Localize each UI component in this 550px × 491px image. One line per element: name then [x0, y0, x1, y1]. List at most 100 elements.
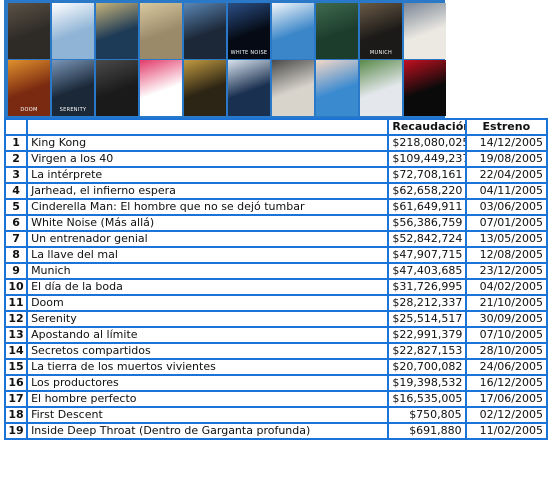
rank-cell: 4: [6, 184, 27, 198]
poster-title-text: DOOM: [20, 107, 38, 113]
table-row: 5 Cinderella Man: El hombre que no se dej…: [6, 200, 546, 214]
movie-poster: [96, 60, 138, 116]
rank-cell: 13: [6, 328, 27, 342]
title-cell: Cinderella Man: El hombre que no se dejó…: [28, 200, 388, 214]
movie-poster: MUNICH: [360, 3, 402, 59]
rank-cell: 19: [6, 424, 27, 438]
release-cell: 14/12/2005: [466, 136, 546, 150]
rank-cell: 5: [6, 200, 27, 214]
gross-cell: $22,991,379: [389, 328, 465, 342]
release-cell: 22/04/2005: [466, 168, 546, 182]
title-cell: Un entrenador genial: [28, 232, 388, 246]
movie-poster: SERENITY: [52, 60, 94, 116]
table-row: 4 Jarhead, el infierno espera $62,658,220 0…: [6, 184, 546, 198]
rank-cell: 16: [6, 376, 27, 390]
title-cell: El hombre perfecto: [28, 392, 388, 406]
movie-poster: [140, 60, 182, 116]
poster-title-text: SERENITY: [59, 107, 87, 113]
release-cell: 03/06/2005: [466, 200, 546, 214]
movie-poster: [316, 60, 358, 116]
rank-cell: 2: [6, 152, 27, 166]
rank-cell: 14: [6, 344, 27, 358]
gross-cell: $61,649,911: [389, 200, 465, 214]
rank-cell: 18: [6, 408, 27, 422]
release-cell: 28/10/2005: [466, 344, 546, 358]
movie-poster: [140, 3, 182, 59]
movie-poster: [404, 60, 446, 116]
title-cell: Secretos compartidos: [28, 344, 388, 358]
rank-cell: 1: [6, 136, 27, 150]
title-cell: La intérprete: [28, 168, 388, 182]
movie-poster: [52, 3, 94, 59]
title-cell: White Noise (Más allá): [28, 216, 388, 230]
rank-cell: 7: [6, 232, 27, 246]
title-cell: Munich: [28, 264, 388, 278]
title-cell: Jarhead, el infierno espera: [28, 184, 388, 198]
title-cell: Doom: [28, 296, 388, 310]
title-cell: Inside Deep Throat (Dentro de Garganta p…: [28, 424, 388, 438]
release-cell: 07/10/2005: [466, 328, 546, 342]
title-cell: Virgen a los 40: [28, 152, 388, 166]
poster-title-text: MUNICH: [369, 50, 393, 56]
table-row: 7 Un entrenador genial $52,842,724 13/05/20…: [6, 232, 546, 246]
table-row: 3 La intérprete $72,708,161 22/04/2005: [6, 168, 546, 182]
header-release: Estreno: [466, 120, 546, 134]
movie-poster: [360, 60, 402, 116]
rank-cell: 6: [6, 216, 27, 230]
title-cell: La llave del mal: [28, 248, 388, 262]
header-rank: [6, 120, 27, 134]
table-row: 6 White Noise (Más allá) $56,386,759 07/01/…: [6, 216, 546, 230]
movie-poster: [404, 3, 446, 59]
rank-cell: 9: [6, 264, 27, 278]
table-row: 8 La llave del mal $47,907,715 12/08/2005: [6, 248, 546, 262]
rank-cell: 10: [6, 280, 27, 294]
movie-poster: DOOM: [8, 60, 50, 116]
table-row: 18 First Descent $750,805 02/12/2005: [6, 408, 546, 422]
table-row: 1 King Kong $218,080,025 14/12/2005: [6, 136, 546, 150]
release-cell: 16/12/2005: [466, 376, 546, 390]
gross-cell: $52,842,724: [389, 232, 465, 246]
rank-cell: 12: [6, 312, 27, 326]
movie-poster: [184, 3, 226, 59]
title-cell: First Descent: [28, 408, 388, 422]
release-cell: 07/01/2005: [466, 216, 546, 230]
table-row: 11 Doom $28,212,337 21/10/2005: [6, 296, 546, 310]
gross-cell: $750,805: [389, 408, 465, 422]
release-cell: 02/12/2005: [466, 408, 546, 422]
table-row: 16 Los productores $19,398,532 16/12/2005: [6, 376, 546, 390]
table-row: 12 Serenity $25,514,517 30/09/2005: [6, 312, 546, 326]
movie-poster: [96, 3, 138, 59]
release-cell: 24/06/2005: [466, 360, 546, 374]
rank-cell: 15: [6, 360, 27, 374]
release-cell: 13/05/2005: [466, 232, 546, 246]
rank-cell: 8: [6, 248, 27, 262]
poster-collage: WHITE NOISE MUNICH DOOM SERENITY: [4, 0, 446, 118]
rank-cell: 3: [6, 168, 27, 182]
gross-cell: $19,398,532: [389, 376, 465, 390]
table-row: 10 El día de la boda $31,726,995 04/02/2005: [6, 280, 546, 294]
movie-poster: WHITE NOISE: [228, 3, 270, 59]
rank-cell: 11: [6, 296, 27, 310]
table-row: 19 Inside Deep Throat (Dentro de Garganta…: [6, 424, 546, 438]
release-cell: 12/08/2005: [466, 248, 546, 262]
box-office-table: Recaudación Estreno 1 King Kong $218,080,0…: [4, 118, 548, 440]
release-cell: 04/11/2005: [466, 184, 546, 198]
table-row: 14 Secretos compartidos $22,827,153 28/10/2…: [6, 344, 546, 358]
table-row: 17 El hombre perfecto $16,535,005 17/06/200…: [6, 392, 546, 406]
gross-cell: $22,827,153: [389, 344, 465, 358]
gross-cell: $218,080,025: [389, 136, 465, 150]
gross-cell: $47,403,685: [389, 264, 465, 278]
header-gross: Recaudación: [389, 120, 465, 134]
poster-title-text: WHITE NOISE: [230, 50, 268, 56]
release-cell: 21/10/2005: [466, 296, 546, 310]
table-header-row: Recaudación Estreno: [6, 120, 546, 134]
gross-cell: $56,386,759: [389, 216, 465, 230]
title-cell: Apostando al límite: [28, 328, 388, 342]
gross-cell: $62,658,220: [389, 184, 465, 198]
gross-cell: $28,212,337: [389, 296, 465, 310]
movie-poster: [184, 60, 226, 116]
gross-cell: $16,535,005: [389, 392, 465, 406]
gross-cell: $31,726,995: [389, 280, 465, 294]
header-title: [28, 120, 388, 134]
movie-poster: [316, 3, 358, 59]
